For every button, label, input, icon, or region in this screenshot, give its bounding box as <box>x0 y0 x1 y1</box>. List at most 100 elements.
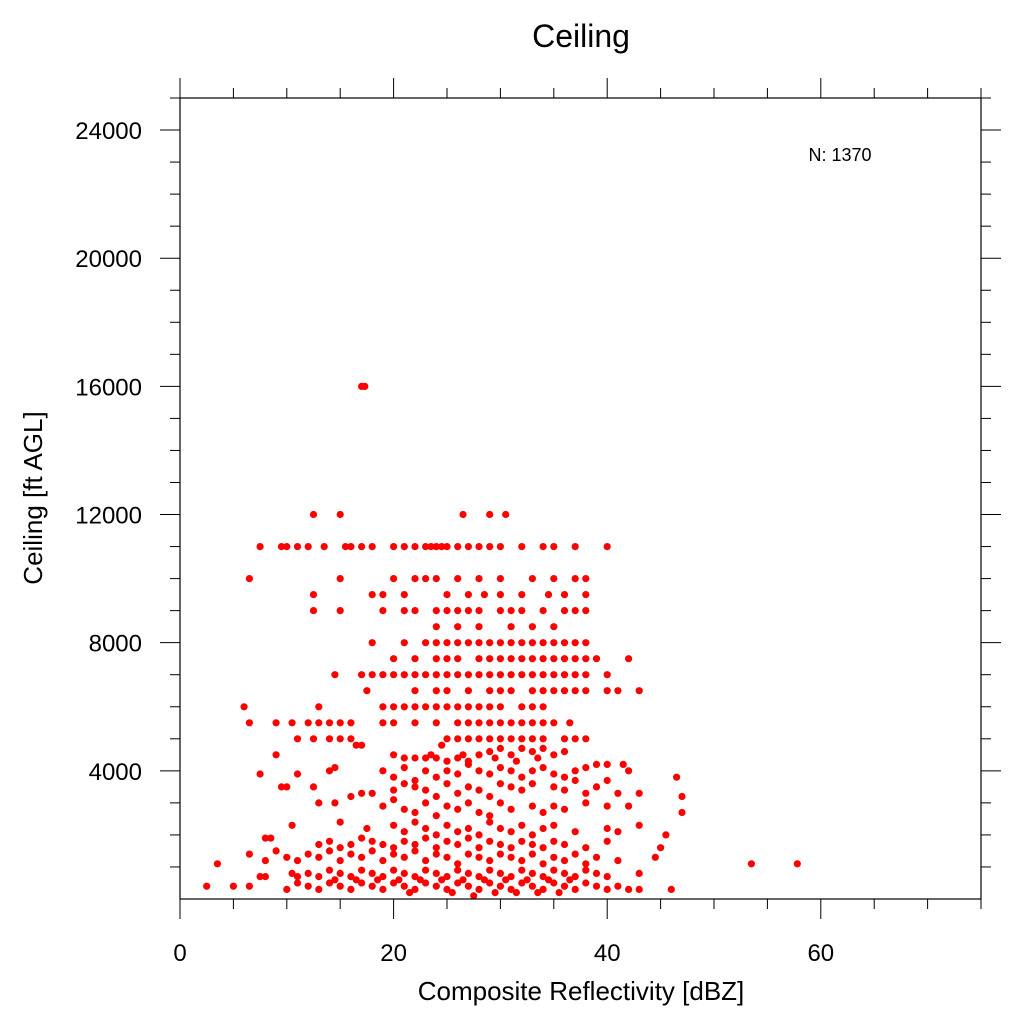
data-point <box>486 719 494 727</box>
data-point <box>507 873 515 881</box>
data-point <box>363 687 371 695</box>
data-point <box>582 735 590 743</box>
data-point <box>539 719 547 727</box>
data-point <box>518 655 526 663</box>
data-point <box>475 639 483 647</box>
data-point <box>336 510 344 519</box>
data-point <box>256 770 264 778</box>
data-point <box>550 837 558 845</box>
data-point <box>464 639 472 647</box>
data-point <box>203 882 211 890</box>
data-point <box>793 860 801 868</box>
data-point <box>432 844 440 852</box>
data-point <box>400 828 408 836</box>
data-point <box>411 719 419 727</box>
data-point <box>507 623 515 631</box>
data-point <box>368 882 376 890</box>
data-point <box>571 735 579 743</box>
x-tick-label: 20 <box>380 940 407 967</box>
data-point <box>560 857 569 865</box>
data-point <box>283 853 291 861</box>
data-point <box>528 623 537 631</box>
data-point <box>443 687 451 695</box>
data-point <box>464 850 472 858</box>
data-point <box>528 869 537 878</box>
data-point <box>475 575 483 583</box>
data-point <box>422 703 430 711</box>
data-point <box>550 866 558 874</box>
data-point <box>475 623 483 631</box>
data-point <box>475 873 483 881</box>
data-point <box>475 719 483 727</box>
data-point <box>293 873 302 881</box>
data-point <box>603 687 611 695</box>
data-point <box>571 543 579 551</box>
data-point <box>443 671 451 679</box>
data-point <box>422 834 430 842</box>
data-point <box>293 543 302 551</box>
data-point <box>550 879 558 887</box>
data-point <box>283 885 291 894</box>
data-point <box>379 885 387 894</box>
data-point <box>422 575 430 583</box>
data-point <box>379 607 387 615</box>
y-axis-label: Ceiling [ft AGL] <box>18 411 48 584</box>
data-point <box>592 760 601 769</box>
data-point <box>432 671 440 679</box>
data-point <box>507 853 515 861</box>
data-point <box>411 847 419 855</box>
data-point <box>528 719 537 727</box>
data-point <box>432 754 440 762</box>
data-point <box>592 869 601 878</box>
data-point <box>438 876 446 884</box>
data-point <box>283 543 291 551</box>
data-point <box>432 831 440 839</box>
data-point <box>486 857 494 865</box>
data-point <box>432 623 440 631</box>
data-point <box>293 857 302 865</box>
y-tick-label: 4000 <box>89 759 142 786</box>
data-point <box>550 671 558 679</box>
data-point <box>571 767 579 775</box>
data-point <box>352 741 360 749</box>
data-point <box>496 799 504 807</box>
data-point <box>518 786 526 794</box>
data-point <box>443 591 451 599</box>
data-point <box>304 719 312 727</box>
data-point <box>336 735 344 743</box>
data-point <box>625 767 633 775</box>
data-point <box>347 719 355 727</box>
data-point <box>293 770 302 778</box>
x-tick-label: 40 <box>594 940 621 967</box>
data-point <box>550 719 558 727</box>
data-point <box>229 882 237 890</box>
data-point <box>390 703 398 711</box>
data-point <box>582 639 590 647</box>
data-point <box>454 735 462 743</box>
data-point <box>603 671 611 679</box>
data-point <box>336 869 344 878</box>
data-point <box>518 866 526 874</box>
data-point <box>486 770 494 778</box>
data-point <box>571 655 579 663</box>
data-point <box>347 850 355 858</box>
data-point <box>454 671 462 679</box>
data-point <box>213 860 221 868</box>
data-point <box>496 780 504 788</box>
data-point <box>560 786 569 794</box>
data-point <box>507 751 515 759</box>
data-point <box>454 840 462 849</box>
data-point <box>464 834 472 842</box>
data-point <box>496 869 504 878</box>
data-point <box>475 844 483 852</box>
data-point <box>411 873 419 881</box>
data-point <box>635 687 643 695</box>
data-point <box>592 853 601 861</box>
data-point <box>422 857 430 865</box>
data-point <box>528 840 537 849</box>
data-point <box>571 873 579 881</box>
data-point <box>614 828 622 836</box>
data-point <box>571 885 579 894</box>
data-point <box>496 543 504 551</box>
data-point <box>486 812 494 820</box>
